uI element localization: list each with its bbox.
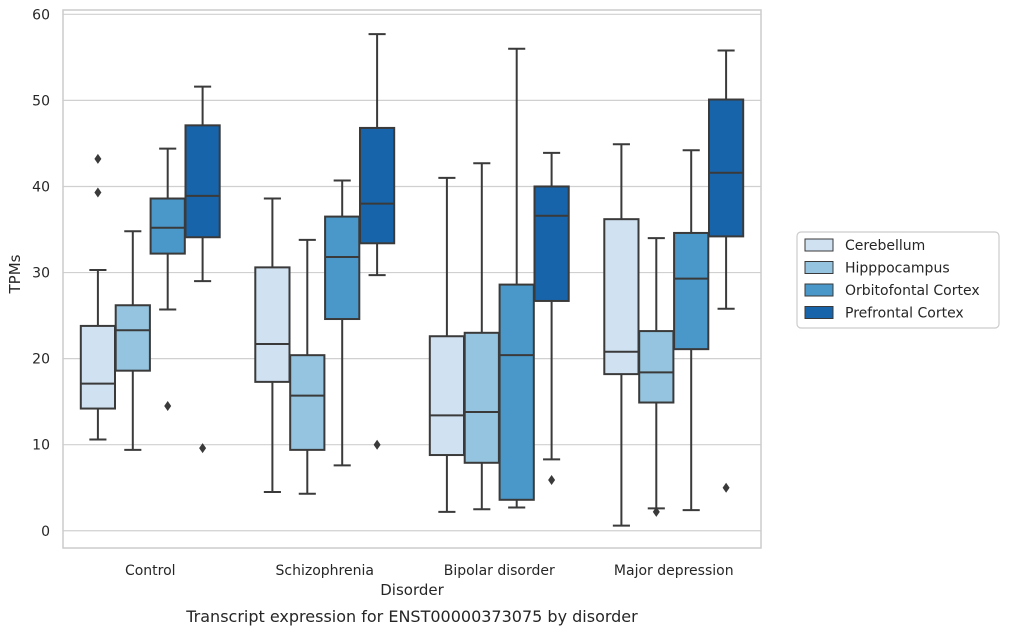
box-plot: [324, 179, 361, 467]
box: [463, 331, 500, 464]
legend-label: Orbitofontal Cortex: [845, 283, 980, 299]
box-plot: [673, 149, 710, 512]
y-tick-label: 0: [41, 524, 50, 540]
legend-swatch: [804, 261, 834, 274]
box-plot: [498, 47, 535, 509]
box-plot: [428, 176, 466, 513]
y-axis-label: TPMs: [6, 254, 24, 294]
box: [707, 98, 745, 238]
legend-frame: [796, 231, 1000, 329]
y-tick-label: 50: [32, 93, 50, 109]
box-plots: [79, 33, 745, 527]
legend: Cerebellum Hipppocampus Orbitofontal Corte…: [796, 231, 1000, 329]
x-tick-label: Control: [125, 563, 176, 579]
box: [638, 330, 675, 404]
y-tick-label: 60: [32, 7, 50, 23]
legend-swatch: [804, 306, 834, 319]
outlier-point: [94, 153, 102, 164]
y-tick-label: 10: [32, 438, 50, 454]
y-axis-ticks: 0 10 20 30 40 50 60: [32, 7, 50, 539]
box-plot: [79, 153, 117, 441]
box: [358, 126, 396, 245]
box-plot: [463, 162, 500, 511]
y-tick-label: 30: [32, 266, 50, 282]
box: [79, 324, 117, 410]
box-plot: [254, 197, 291, 494]
box-plot: [149, 147, 186, 411]
legend-label: Prefrontal Cortex: [845, 306, 964, 322]
grid-lines: [63, 13, 761, 532]
plot-area: [62, 9, 762, 549]
box: [324, 215, 361, 321]
x-axis-ticks: Control Schizophrenia Bipolar disorder Majo…: [125, 563, 734, 579]
box-plot: [638, 237, 675, 517]
y-tick-label: 40: [32, 179, 50, 195]
legend-swatch: [804, 283, 834, 297]
box-plot: [533, 151, 570, 485]
box: [149, 197, 186, 255]
outlier-point: [722, 482, 730, 493]
x-tick-label: Major depression: [614, 563, 734, 579]
x-axis-label: Disorder: [380, 581, 444, 599]
box-plot: [603, 143, 640, 527]
box-plot: [114, 230, 151, 451]
box: [114, 304, 151, 372]
chart-caption: Transcript expression for ENST0000037307…: [185, 607, 638, 626]
box: [673, 231, 710, 351]
outlier-point: [373, 439, 381, 450]
box: [289, 354, 326, 451]
outlier-point: [548, 474, 556, 485]
legend-label: Cerebellum: [845, 238, 925, 254]
outlier-point: [94, 187, 102, 198]
box: [603, 218, 640, 376]
legend-label: Hipppocampus: [845, 261, 950, 277]
box: [498, 283, 535, 501]
legend-swatch: [804, 238, 834, 252]
x-tick-label: Schizophrenia: [276, 563, 374, 579]
box-plot: [358, 33, 396, 450]
box-plot: [289, 238, 326, 495]
outlier-point: [199, 443, 207, 454]
box-plot: [707, 49, 745, 493]
box: [184, 124, 221, 239]
box-plot: [184, 85, 221, 454]
box: [254, 266, 291, 383]
y-tick-label: 20: [32, 352, 50, 368]
outlier-point: [652, 506, 660, 517]
outlier-point: [164, 400, 172, 411]
box: [533, 185, 570, 302]
box: [428, 335, 466, 457]
x-tick-label: Bipolar disorder: [444, 563, 555, 579]
